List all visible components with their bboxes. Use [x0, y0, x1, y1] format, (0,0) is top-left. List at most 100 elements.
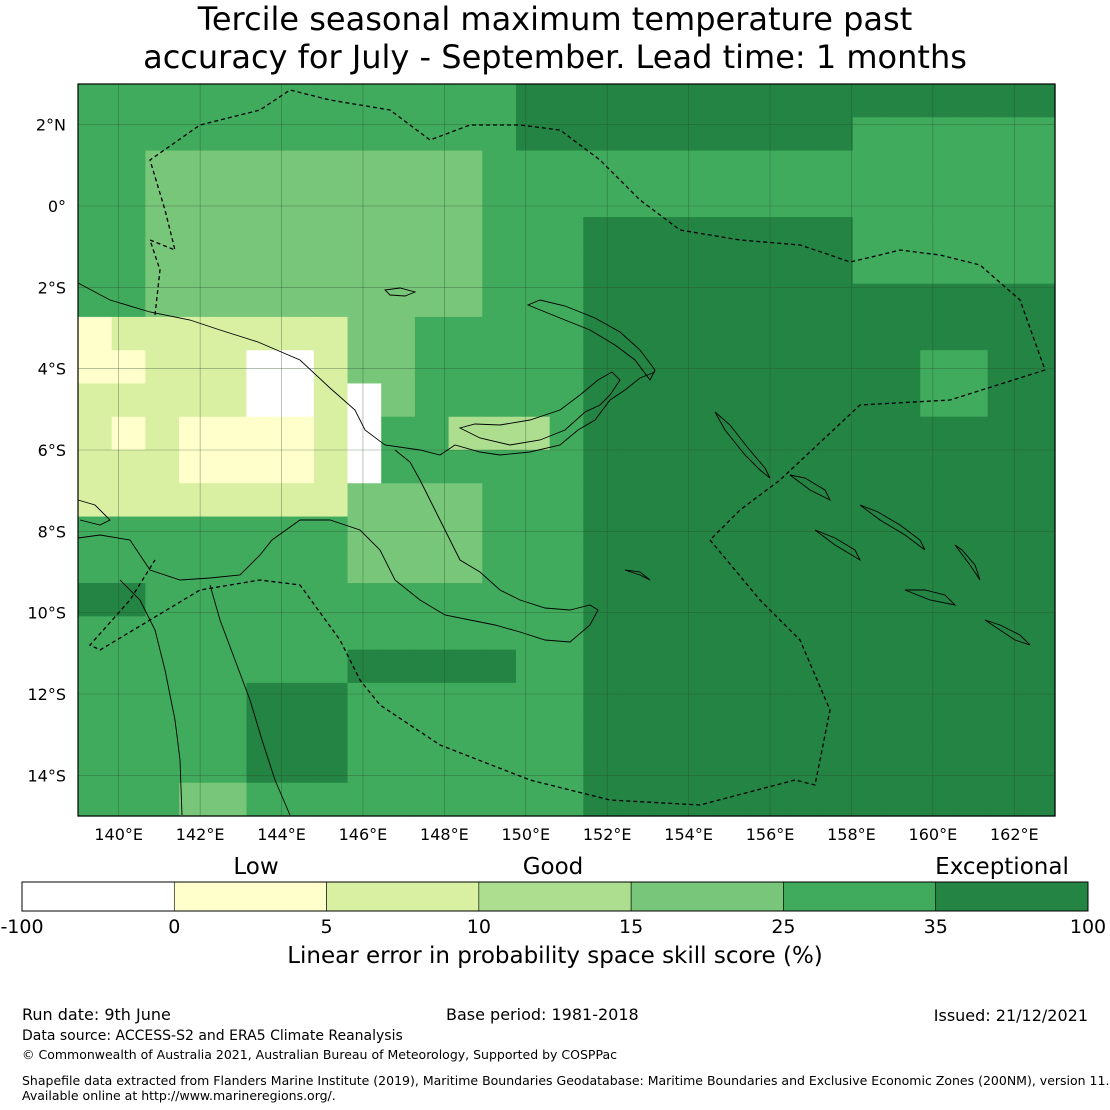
- grid-cell: [145, 84, 180, 118]
- grid-cell: [347, 283, 382, 318]
- grid-cell: [718, 682, 753, 717]
- grid-cell: [852, 117, 888, 152]
- grid-cell: [448, 84, 483, 118]
- grid-cell: [987, 516, 1022, 551]
- eez-png-solomons: [88, 89, 1046, 806]
- coastlines: [77, 282, 1031, 816]
- grid-cell: [819, 416, 854, 451]
- coast-new-ireland: [526, 299, 656, 381]
- grid-cell: [313, 749, 349, 784]
- grid-cell: [886, 450, 921, 484]
- grid-cell: [819, 383, 854, 418]
- grid-cell: [515, 316, 551, 351]
- grid-cell: [785, 84, 820, 118]
- grid-cell: [414, 516, 450, 551]
- base-period: Base period: 1981-2018: [446, 1005, 639, 1024]
- grid-cell: [549, 516, 584, 551]
- grid-cell: [347, 250, 382, 285]
- lat-tick-label: 14°S: [27, 766, 66, 785]
- grid-cell: [280, 150, 315, 185]
- coast-rennell: [904, 589, 957, 606]
- grid-cell: [1021, 649, 1056, 684]
- grid-cell: [650, 183, 686, 218]
- grid-cell: [145, 117, 180, 152]
- grid-cell: [280, 350, 315, 385]
- grid-cell: [111, 217, 146, 251]
- grid-cell: [718, 150, 753, 185]
- grid-cell: [583, 516, 618, 551]
- grid-cell: [145, 416, 180, 451]
- grid-cell: [515, 649, 551, 684]
- grid-cell: [920, 217, 955, 251]
- grid-cell: [953, 716, 989, 751]
- grid-cell: [953, 117, 989, 152]
- run-date: Run date: 9th June: [22, 1005, 171, 1024]
- grid-cell: [751, 749, 787, 784]
- grid-cell: [751, 283, 787, 318]
- grid-cell: [515, 183, 551, 218]
- grid-cell: [751, 217, 787, 251]
- grid-cell: [718, 250, 753, 285]
- grid-cell: [179, 682, 214, 717]
- grid-cell: [650, 416, 686, 451]
- grid-cell: [617, 183, 652, 218]
- eez-boundary: [88, 89, 1046, 806]
- grid-cell: [179, 150, 214, 185]
- grid-cell: [414, 350, 450, 385]
- grid-cell: [583, 117, 618, 152]
- grid-cell: [583, 150, 618, 185]
- grid-cell: [650, 150, 686, 185]
- grid-cell: [718, 416, 753, 451]
- grid-cell: [684, 117, 719, 152]
- grid-cell: [583, 283, 618, 318]
- grid-cell: [246, 616, 281, 651]
- grid-cell: [482, 549, 517, 584]
- grid-cell: [1021, 383, 1056, 418]
- grid-cell: [179, 483, 214, 518]
- grid-cell: [987, 316, 1022, 351]
- grid-cell: [953, 183, 989, 218]
- grid-cell: [987, 84, 1022, 118]
- grid-cell: [920, 150, 955, 185]
- grid-cell: [617, 549, 652, 584]
- grid-cell: [280, 616, 315, 651]
- grid-cell: [381, 450, 416, 484]
- grid-cell: [111, 649, 146, 684]
- grid-cell: [246, 316, 281, 351]
- grid-cell: [718, 616, 753, 651]
- lon-tick-label: 158°E: [827, 825, 876, 844]
- coast-santa-cruz: [984, 619, 1031, 646]
- coast-new-guinea-north: [77, 282, 656, 456]
- grid-cell: [448, 316, 483, 351]
- grid-cell: [583, 217, 618, 251]
- grid-cell: [549, 682, 584, 717]
- grid-cell: [78, 250, 113, 285]
- grid-cell: [953, 450, 989, 484]
- grid-cell: [751, 649, 787, 684]
- grid-cell: [718, 749, 753, 784]
- grid-cell: [886, 250, 921, 285]
- grid-cell: [246, 150, 281, 185]
- grid-cell: [347, 583, 382, 617]
- grid-cell: [785, 549, 820, 584]
- grid-cell: [920, 583, 955, 617]
- grid-cell: [347, 782, 382, 817]
- grid-cell: [414, 150, 450, 185]
- grid-cell: [650, 483, 686, 518]
- grid-cell: [920, 316, 955, 351]
- grid-cell: [347, 150, 382, 185]
- grid-cell: [246, 117, 281, 152]
- grid-cell: [852, 217, 888, 251]
- grid-cell: [212, 150, 248, 185]
- grid-cell: [549, 716, 584, 751]
- grid-cell: [684, 483, 719, 518]
- grid-cell: [515, 150, 551, 185]
- grid-cell: [246, 183, 281, 218]
- grid-cell: [549, 782, 584, 817]
- grid-cell: [1021, 583, 1056, 617]
- grid-cell: [886, 782, 921, 817]
- grid-cell: [111, 516, 146, 551]
- grid-cell: [78, 716, 113, 751]
- grid-cell: [583, 749, 618, 784]
- grid-cell: [987, 682, 1022, 717]
